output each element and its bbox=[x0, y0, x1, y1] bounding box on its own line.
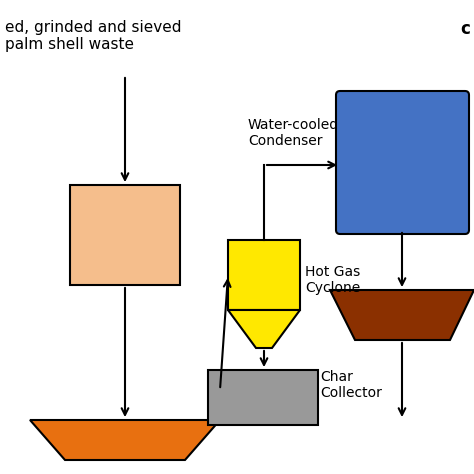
Text: Hot Gas
Cyclone: Hot Gas Cyclone bbox=[305, 265, 360, 295]
Polygon shape bbox=[330, 290, 474, 340]
Polygon shape bbox=[228, 310, 300, 348]
Polygon shape bbox=[30, 420, 220, 460]
Bar bbox=[208, 370, 318, 425]
Bar bbox=[70, 185, 180, 285]
Bar bbox=[228, 240, 300, 310]
Text: Water-cooled
Condenser: Water-cooled Condenser bbox=[248, 118, 339, 148]
Text: c: c bbox=[460, 20, 470, 38]
Text: Char
Collector: Char Collector bbox=[320, 370, 382, 400]
FancyBboxPatch shape bbox=[336, 91, 469, 234]
Text: ed, grinded and sieved
palm shell waste: ed, grinded and sieved palm shell waste bbox=[5, 20, 182, 53]
